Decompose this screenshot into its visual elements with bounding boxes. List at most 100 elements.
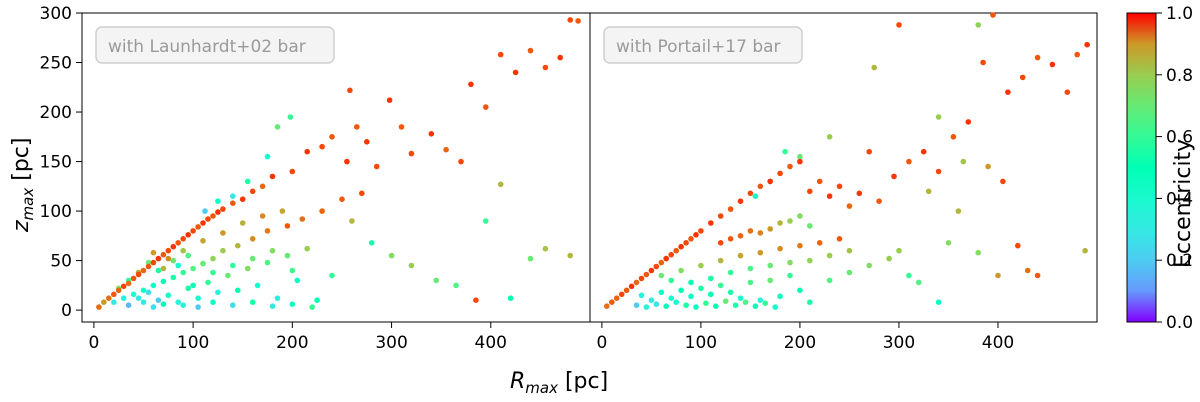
data-point — [668, 277, 674, 284]
data-point — [807, 299, 813, 306]
data-point — [115, 287, 122, 294]
data-point — [175, 240, 181, 246]
data-point — [294, 277, 301, 284]
data-point — [628, 283, 635, 290]
data-point — [160, 265, 167, 272]
data-point — [643, 271, 650, 278]
data-point — [935, 168, 942, 175]
data-point — [1034, 272, 1041, 279]
data-point — [135, 295, 142, 302]
data-point — [284, 223, 291, 229]
data-point — [309, 304, 316, 310]
colorbar-tick-label: 1.0 — [1166, 4, 1193, 24]
data-point — [180, 247, 186, 254]
data-point — [249, 236, 256, 242]
data-point — [140, 299, 147, 306]
data-point — [205, 216, 211, 222]
y-tick-label: 0 — [61, 301, 72, 321]
data-point — [767, 277, 773, 284]
data-point — [215, 289, 221, 296]
data-point — [205, 279, 211, 286]
data-point — [708, 220, 714, 226]
data-point — [557, 54, 563, 61]
data-point — [483, 104, 489, 110]
data-point — [985, 163, 991, 170]
data-point — [826, 193, 833, 199]
data-point — [364, 139, 370, 145]
data-point — [230, 262, 236, 269]
data-point — [244, 178, 251, 185]
data-point — [747, 190, 754, 197]
data-point — [623, 287, 630, 294]
data-point — [767, 262, 773, 269]
y-tick-label: 200 — [40, 103, 72, 123]
x-tick-label: 100 — [177, 333, 209, 353]
data-point — [980, 59, 986, 66]
data-point — [195, 224, 201, 230]
data-point — [757, 297, 764, 304]
data-point — [757, 230, 764, 236]
data-point — [170, 274, 177, 281]
data-point — [797, 153, 803, 160]
data-point — [995, 272, 1001, 279]
data-point — [160, 251, 167, 258]
data-point — [120, 283, 127, 290]
data-point — [698, 262, 704, 269]
data-point — [125, 280, 132, 287]
data-point — [846, 269, 853, 276]
data-point — [807, 223, 813, 229]
data-point — [235, 287, 241, 294]
data-point — [264, 259, 271, 266]
data-point — [727, 206, 734, 212]
annotation-text: with Portail+17 bar — [616, 37, 781, 57]
data-point — [150, 259, 157, 266]
data-point — [111, 299, 117, 306]
panel-launhardt: 0 100 200 300 400 with Launhardt+02 bar — [81, 12, 591, 353]
data-point — [225, 272, 231, 279]
data-point — [512, 69, 519, 76]
data-point — [727, 289, 734, 296]
data-point — [772, 304, 778, 310]
data-point — [202, 208, 208, 214]
data-point — [1064, 89, 1071, 95]
data-point — [777, 293, 783, 300]
data-point — [304, 148, 311, 155]
data-point — [249, 299, 256, 306]
data-point — [826, 277, 833, 284]
data-point — [782, 148, 788, 155]
colorbar-tick-label: 0.4 — [1166, 189, 1193, 209]
data-point — [408, 150, 415, 157]
data-point — [575, 18, 581, 24]
colorbar-tick-label: 0.8 — [1166, 66, 1193, 86]
annotation-box — [603, 26, 803, 64]
data-point — [1019, 74, 1026, 81]
data-point — [683, 240, 689, 246]
data-point — [249, 188, 256, 195]
data-point — [717, 282, 724, 289]
data-point — [717, 213, 724, 219]
data-point — [453, 282, 459, 289]
data-point — [797, 242, 803, 249]
data-point — [130, 275, 137, 282]
plot-frame — [589, 12, 1098, 323]
y-tick-label: 150 — [40, 153, 72, 173]
data-point — [688, 279, 694, 286]
x-tick-label: 200 — [784, 333, 816, 353]
data-point — [609, 299, 615, 306]
data-point — [678, 287, 684, 294]
data-point — [1074, 51, 1080, 58]
data-point — [856, 190, 863, 197]
y-axis-label: zmax [pc] — [9, 138, 37, 233]
data-point — [752, 193, 759, 199]
data-point — [935, 114, 942, 120]
data-point — [259, 213, 266, 219]
data-point — [638, 292, 645, 299]
data-point — [458, 158, 464, 165]
annotation-box — [95, 26, 335, 64]
data-point — [165, 292, 172, 299]
data-point — [264, 153, 271, 160]
data-point — [717, 240, 724, 246]
data-point — [304, 245, 311, 252]
data-point — [787, 259, 793, 266]
